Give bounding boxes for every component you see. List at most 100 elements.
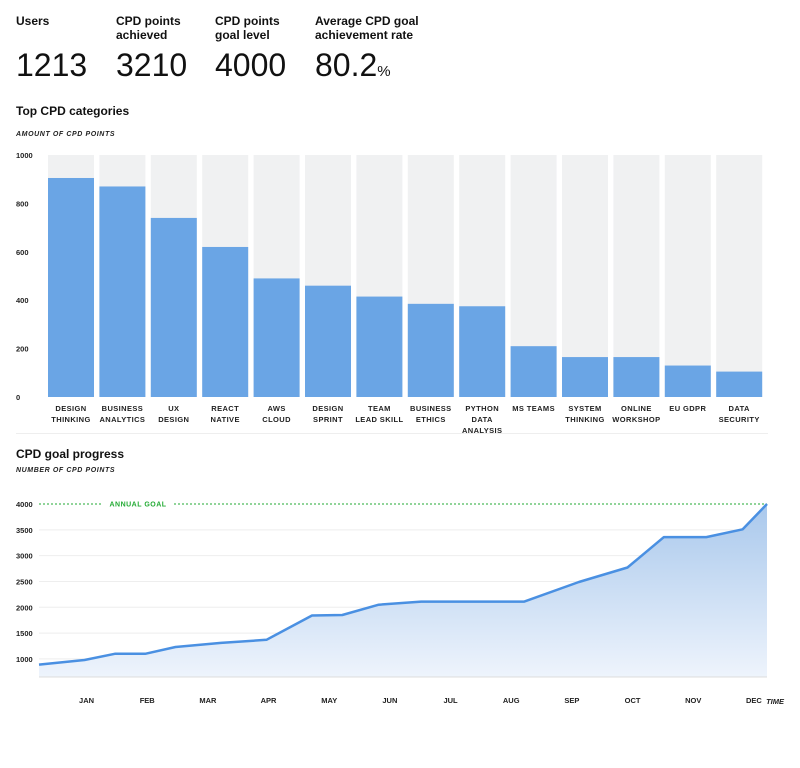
kpi-value: 1213 — [16, 48, 87, 82]
kpi-label-line: achieved — [116, 28, 168, 42]
categories-bar-chart: 0 200 400 600 800 1000 DESIGN THINKING BUSINESS A… — [16, 151, 763, 435]
bar — [356, 296, 403, 397]
y-tick-label: 1000 — [16, 655, 33, 664]
kpi-label: CPD points achieved — [116, 14, 181, 42]
kpi-value: 80.2% — [315, 48, 391, 89]
kpi-value-number: 4000 — [215, 47, 287, 83]
x-tick-label: APR — [261, 696, 277, 705]
bar — [459, 306, 506, 397]
x-tick-label: MAR — [199, 696, 217, 705]
x-category-label: REACT — [211, 404, 239, 413]
x-category-label: ETHICS — [416, 415, 446, 424]
x-tick-label: JAN — [79, 696, 94, 705]
x-category-label: NATIVE — [211, 415, 240, 424]
y-tick-label: 2000 — [16, 603, 33, 612]
bar-track — [613, 155, 660, 397]
kpi-label: Users — [16, 14, 49, 28]
categories-axis-title: AMOUNT OF CPD POINTS — [16, 131, 116, 138]
x-category-label: DATA — [729, 404, 751, 413]
bar — [664, 365, 711, 397]
goal-label: ANNUAL GOAL — [109, 502, 166, 509]
x-category-label: ANALYTICS — [99, 415, 145, 424]
bar — [48, 177, 94, 397]
x-category-label: EU GDPR — [669, 404, 706, 413]
kpi-label-line: CPD points — [116, 14, 181, 28]
y-tick-label: 200 — [16, 345, 29, 354]
y-tick-label: 1000 — [16, 151, 33, 160]
kpi-label-line: Users — [16, 14, 50, 28]
progress-axis-title: NUMBER OF CPD POINTS — [16, 467, 116, 474]
x-tick-label: FEB — [140, 696, 156, 705]
bar — [407, 303, 454, 397]
x-category-label: DATA — [472, 415, 494, 424]
kpi-label-line: Average CPD goal — [315, 14, 419, 28]
y-tick-label: 3000 — [16, 552, 33, 561]
kpi-value-number: 3210 — [116, 47, 188, 83]
y-tick-label: 1500 — [16, 629, 33, 638]
x-category-label: DESIGN — [55, 404, 86, 413]
section-divider — [16, 433, 768, 434]
bar — [150, 217, 197, 397]
x-category-label: LEAD SKILL — [355, 415, 403, 424]
x-category-label: SPRINT — [313, 415, 343, 424]
kpi-value-number: 80.2 — [315, 47, 378, 83]
kpi-summary: Users 1213 CPD points achieved 3210 CPD … — [16, 14, 456, 84]
y-tick-label: 4000 — [16, 500, 33, 509]
x-category-label: THINKING — [565, 415, 604, 424]
progress-line-chart: 1000 1500 2000 2500 3000 3500 4000 ANNUAL GOAL J… — [16, 500, 785, 706]
progress-line — [38, 503, 768, 666]
kpi-label: Average CPD goal achievement rate — [315, 14, 419, 42]
x-tick-label: JUN — [382, 696, 397, 705]
kpi-value: 3210 — [116, 48, 187, 82]
kpi-label: CPD points goal level — [215, 14, 280, 42]
x-category-label: ONLINE — [621, 404, 652, 413]
x-category-label: TEAM — [368, 404, 391, 413]
x-tick-label: JUL — [443, 696, 458, 705]
kpi-users: Users 1213 — [16, 14, 87, 82]
x-axis-title: TIME — [766, 697, 785, 706]
bar — [510, 346, 557, 397]
bar — [99, 186, 146, 397]
x-tick-label: AUG — [503, 696, 520, 705]
x-tick-label: OCT — [625, 696, 641, 705]
x-category-label: BUSINESS — [102, 404, 144, 413]
x-category-label: SYSTEM — [568, 404, 601, 413]
progress-chart-title: CPD goal progress — [16, 447, 125, 461]
bar-track — [664, 155, 711, 397]
x-category-label: SECURITY — [719, 415, 760, 424]
y-tick-label: 2500 — [16, 577, 33, 586]
x-category-label: AWS — [267, 404, 285, 413]
y-tick-label: 600 — [16, 248, 29, 257]
x-category-label: MS TEAMS — [512, 404, 555, 413]
x-category-label: ANALYSIS — [462, 426, 502, 435]
y-tick-label: 400 — [16, 296, 29, 305]
x-tick-label: MAY — [321, 696, 337, 705]
kpi-label-line: CPD points — [215, 14, 280, 28]
bar — [253, 278, 300, 397]
x-category-label: BUSINESS — [410, 404, 452, 413]
kpi-achievement-rate: Average CPD goal achievement rate 80.2% — [315, 14, 419, 82]
y-tick-label: 800 — [16, 199, 29, 208]
x-category-label: DESIGN — [312, 404, 343, 413]
x-category-label: UX — [168, 404, 179, 413]
progress-area — [39, 504, 767, 677]
y-tick-label: 3500 — [16, 526, 33, 535]
x-category-label: PYTHON — [465, 404, 499, 413]
bar — [613, 357, 660, 397]
kpi-value-number: 1213 — [16, 47, 88, 83]
kpi-points-achieved: CPD points achieved 3210 — [116, 14, 187, 82]
kpi-label-line: achievement rate — [315, 28, 414, 42]
categories-chart-title: Top CPD categories — [16, 104, 130, 118]
bar — [202, 246, 249, 397]
x-category-label: CLOUD — [262, 415, 291, 424]
kpi-goal-level: CPD points goal level 4000 — [215, 14, 286, 82]
x-tick-label: NOV — [685, 696, 701, 705]
y-tick-label: 0 — [16, 393, 20, 402]
kpi-label-line: goal level — [215, 28, 270, 42]
bar — [562, 357, 608, 397]
kpi-value: 4000 — [215, 48, 286, 82]
bar-track — [716, 155, 763, 397]
kpi-value-unit: % — [377, 63, 391, 80]
bar-track — [562, 155, 608, 397]
x-category-label: THINKING — [51, 415, 90, 424]
